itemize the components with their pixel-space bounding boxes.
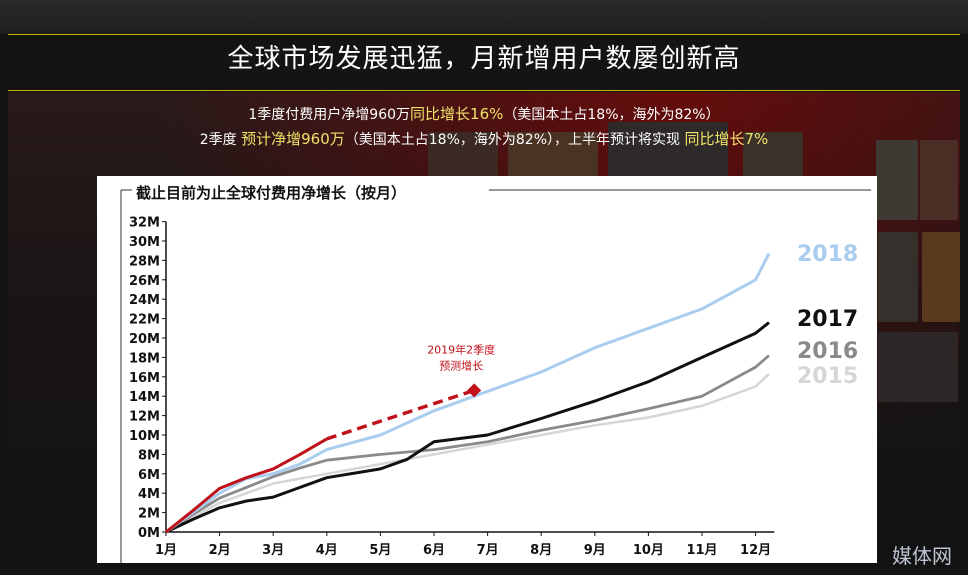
y-tick-label: 20M [129, 332, 160, 347]
x-tick-label: 3月 [262, 543, 284, 558]
y-tick-label: 24M [129, 293, 160, 308]
y-tick-label: 18M [129, 351, 160, 366]
y-tick-label: 28M [129, 254, 160, 269]
line2-highlight-a: 预计净增960万 [241, 130, 345, 148]
y-tick-label: 2M [138, 507, 160, 522]
subtitle-line-2: 2季度 预计净增960万（美国本土占18%，海外为82%），上半年预计将实现 同… [0, 128, 968, 149]
y-tick-label: 22M [129, 313, 160, 328]
slide-title: 全球市场发展迅猛，月新增用户数屡创新高 [227, 44, 741, 74]
projection-diamond-marker [467, 383, 482, 398]
line2-text-a: 2季度 [199, 132, 237, 148]
series-label-2016: 2016 [797, 339, 858, 364]
y-tick-label: 6M [138, 468, 160, 483]
x-tick-label: 5月 [369, 543, 391, 558]
series-line-2019 [165, 437, 328, 534]
title-rule-bottom [8, 90, 960, 91]
y-tick-label: 16M [129, 371, 160, 386]
y-tick-label: 4M [138, 487, 160, 502]
projection-dashed-line [326, 388, 475, 441]
poster-image [608, 122, 728, 177]
poster-image [920, 140, 958, 220]
line1-text-a: 1季度付费用户净增960万 [248, 107, 411, 123]
poster-image [878, 332, 958, 402]
series-line-2017 [165, 321, 770, 534]
x-tick-label: 10月 [633, 543, 664, 558]
y-tick-label: 30M [129, 235, 160, 250]
series-label-2017: 2017 [797, 307, 858, 332]
x-tick-label: 1月 [155, 543, 177, 558]
subtitle-line-1: 1季度付费用户净增960万同比增长16%（美国本土占18%，海外为82%） [0, 103, 968, 124]
y-tick-label: 32M [129, 216, 160, 231]
poster-image [922, 232, 960, 322]
x-tick-label: 7月 [477, 543, 499, 558]
line2-text-b: （美国本土占18%，海外为82%），上半年预计将实现 [344, 132, 680, 148]
chart-svg: 截止目前为止全球付费用净增长（按月） 0M 2M 4M 6M 8M 10M 12M 14M 16… [120, 184, 871, 563]
line1-highlight: 同比增长16% [410, 105, 504, 123]
y-tick-label: 14M [129, 390, 160, 405]
series-label-2018: 2018 [797, 242, 858, 267]
x-tick-label: 4月 [316, 543, 338, 558]
y-tick-label: 12M [129, 410, 160, 425]
y-tick-label: 26M [129, 274, 160, 289]
watermark: 媒体网 [892, 544, 952, 568]
x-tick-label: 11月 [686, 543, 717, 558]
title-rule-top [8, 34, 960, 35]
series-label-2015: 2015 [797, 364, 858, 389]
line1-text-b: （美国本土占18%，海外为82%） [503, 107, 720, 123]
y-tick-label: 10M [129, 429, 160, 444]
poster-image [876, 140, 918, 220]
x-tick-label: 6月 [423, 543, 445, 558]
poster-image [743, 132, 803, 177]
series-line-2016 [165, 354, 770, 534]
x-tick-label: 8月 [530, 543, 552, 558]
chart-card: 截止目前为止全球付费用净增长（按月） 0M 2M 4M 6M 8M 10M 12M 14M 16… [97, 176, 877, 563]
y-tick-label: 0M [138, 526, 160, 541]
poster-image [508, 132, 598, 177]
poster-image [878, 232, 918, 322]
y-tick-label: 8M [138, 448, 160, 463]
line2-highlight-b: 同比增长7% [684, 130, 769, 148]
poster-image [428, 132, 498, 177]
x-tick-label: 9月 [584, 543, 606, 558]
chart-title: 截止目前为止全球付费用净增长（按月） [136, 184, 406, 202]
top-band [0, 0, 968, 34]
x-tick-label: 12月 [740, 543, 771, 558]
projection-label-line-2: 预测增长 [439, 358, 483, 372]
projection-label-line-1: 2019年2季度 [427, 342, 495, 356]
x-tick-label: 2月 [209, 543, 231, 558]
series-line-2018 [165, 252, 771, 534]
